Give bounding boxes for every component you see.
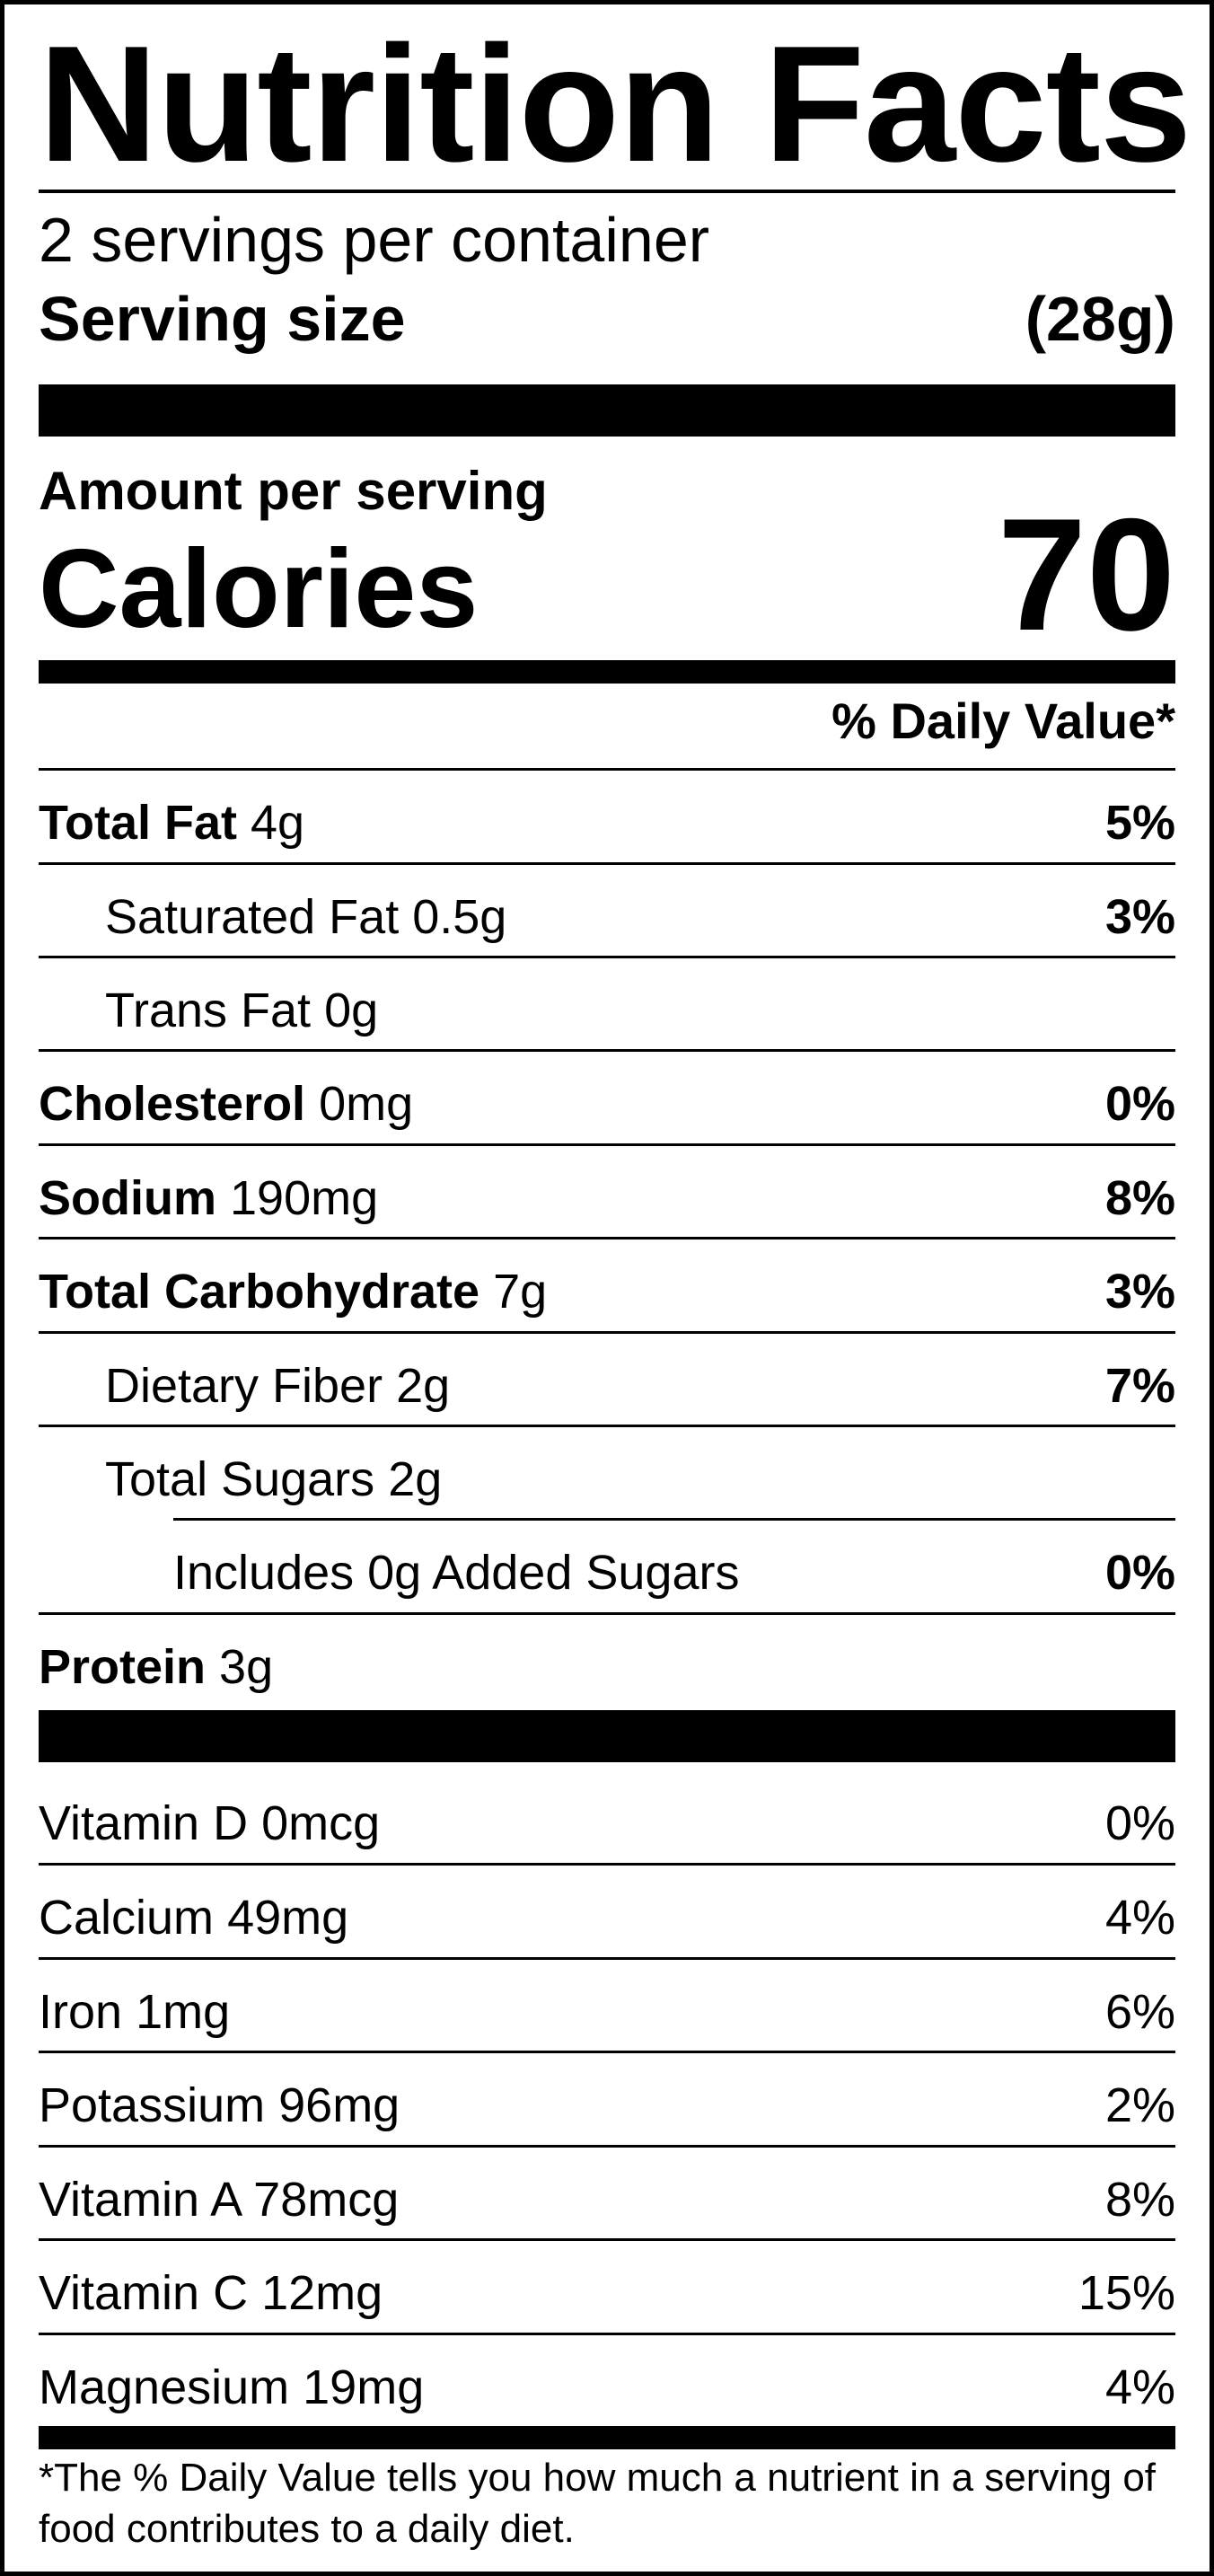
vitamin-row-vitamin-a: Vitamin A 78mcg 8% [39, 2148, 1175, 2241]
daily-value-footnote: *The % Daily Value tells you how much a … [39, 2456, 1157, 2551]
nutrient-name: Includes 0g Added Sugars [173, 1546, 740, 1600]
nutrient-amount: 0mg [319, 1077, 414, 1131]
servings-per-container: 2 servings per container [39, 205, 710, 275]
nutrient-name: Sodium [39, 1171, 216, 1225]
nutrient-amount: 190mg [230, 1171, 379, 1225]
nutrient-dv: 8% [1104, 1171, 1175, 1225]
amount-per-serving: Amount per serving [39, 461, 548, 521]
vitamin-amount: 96mg [278, 2078, 400, 2132]
title-divider [39, 190, 1175, 193]
nutrient-row-saturated-fat: Saturated Fat 0.5g 3% [39, 865, 1175, 958]
thin-divider [39, 1425, 1175, 1427]
nutrient-name: Cholesterol [39, 1077, 306, 1131]
thin-divider [39, 1331, 1175, 1334]
vitamin-amount: 1mg [136, 1985, 231, 2039]
nutrient-row-total-sugars: Total Sugars 2g [39, 1427, 1175, 1521]
thin-divider-indented [173, 1518, 1175, 1521]
vitamin-amount: 0mcg [261, 1796, 381, 1850]
vitamin-amount: 49mg [227, 1891, 349, 1945]
serving-size-row: Serving size (28g) [39, 283, 1175, 355]
vitamin-row-iron: Iron 1mg 6% [39, 1960, 1175, 2053]
thin-divider [39, 956, 1175, 958]
nutrient-amount: 3g [219, 1640, 274, 1694]
nutrient-name: Total Sugars [105, 1452, 375, 1506]
nutrient-row-protein: Protein 3g [39, 1615, 1175, 1708]
vitamin-name: Vitamin A [39, 2173, 241, 2227]
vitamin-amount: 78mcg [253, 2173, 400, 2227]
vitamin-name: Magnesium [39, 2360, 290, 2414]
nutrient-dv: 5% [1104, 796, 1175, 850]
nutrient-dv: 0% [1104, 1077, 1175, 1131]
nutrient-row-total-fat: Total Fat 4g 5% [39, 771, 1175, 864]
nutrient-row-sodium: Sodium 190mg 8% [39, 1146, 1175, 1239]
nutrient-amount: 2g [396, 1359, 451, 1413]
nutrient-name: Total Fat [39, 796, 237, 850]
nutrient-dv: 0% [1104, 1546, 1175, 1600]
vitamin-dv: 15% [1078, 2266, 1175, 2320]
nutrient-dv: 3% [1104, 890, 1175, 944]
thin-divider [39, 1237, 1175, 1239]
nutrient-dv: 3% [1104, 1265, 1175, 1319]
nutrient-name: Dietary Fiber [105, 1359, 383, 1413]
thin-divider [39, 1863, 1175, 1866]
serving-size-label: Serving size [39, 284, 406, 354]
nutrient-row-dietary-fiber: Dietary Fiber 2g 7% [39, 1334, 1175, 1427]
nutrient-name: Total Carbohydrate [39, 1265, 480, 1319]
nutrient-amount: 2g [388, 1452, 443, 1506]
vitamin-dv: 0% [1104, 1796, 1175, 1850]
thin-divider [39, 2333, 1175, 2335]
vitamin-dv: 6% [1104, 1985, 1175, 2039]
vitamin-name: Potassium [39, 2078, 266, 2132]
vitamin-row-vitamin-d: Vitamin D 0mcg 0% [39, 1771, 1175, 1865]
nutrient-row-trans-fat: Trans Fat 0g [39, 958, 1175, 1052]
vitamin-dv: 2% [1104, 2078, 1175, 2132]
calories-label: Calories [39, 527, 479, 651]
thin-divider [39, 2145, 1175, 2148]
vitamin-name: Iron [39, 1985, 123, 2039]
vitamin-name: Vitamin C [39, 2266, 249, 2320]
thick-divider-top [39, 384, 1175, 437]
calories-row: Calories 70 [39, 494, 1175, 656]
thin-divider [39, 1143, 1175, 1146]
thin-divider [39, 2051, 1175, 2053]
vitamin-row-potassium: Potassium 96mg 2% [39, 2053, 1175, 2147]
thin-divider [39, 1957, 1175, 1960]
vitamin-row-magnesium: Magnesium 19mg 4% [39, 2335, 1175, 2429]
vitamin-row-calcium: Calcium 49mg 4% [39, 1866, 1175, 1959]
vitamin-dv: 4% [1104, 2360, 1175, 2414]
nutrient-dv: 7% [1104, 1359, 1175, 1413]
nutrient-amount: 0g [324, 984, 379, 1037]
nutrient-name: Saturated Fat [105, 890, 400, 944]
vitamin-name: Calcium [39, 1891, 215, 1945]
serving-size-value: (28g) [1025, 284, 1175, 354]
thin-divider [39, 768, 1175, 771]
nutrient-row-added-sugars: Includes 0g Added Sugars 0% [39, 1521, 1175, 1614]
thick-divider-footnote [39, 2426, 1175, 2449]
nutrient-row-total-carbohydrate: Total Carbohydrate 7g 3% [39, 1239, 1175, 1333]
vitamin-dv: 8% [1104, 2173, 1175, 2227]
thin-divider [39, 862, 1175, 865]
nutrient-name: Trans Fat [105, 984, 312, 1037]
thin-divider [39, 1612, 1175, 1615]
label-title: Nutrition Facts [39, 11, 1192, 196]
vitamin-dv: 4% [1104, 1891, 1175, 1945]
nutrient-row-cholesterol: Cholesterol 0mg 0% [39, 1052, 1175, 1145]
vitamin-amount: 19mg [303, 2360, 425, 2414]
vitamin-amount: 12mg [261, 2266, 383, 2320]
vitamin-name: Vitamin D [39, 1796, 249, 1850]
thin-divider [39, 2238, 1175, 2241]
thin-divider [39, 1049, 1175, 1052]
nutrient-amount: 7g [493, 1265, 548, 1319]
nutrient-amount: 0.5g [412, 890, 507, 944]
thick-divider-calories [39, 660, 1175, 684]
vitamin-row-vitamin-c: Vitamin C 12mg 15% [39, 2241, 1175, 2334]
nutrient-amount: 4g [251, 796, 305, 850]
nutrient-name: Protein [39, 1640, 207, 1694]
thick-divider-vitamins [39, 1710, 1175, 1762]
daily-value-header: % Daily Value* [831, 693, 1175, 749]
calories-value: 70 [998, 485, 1175, 664]
